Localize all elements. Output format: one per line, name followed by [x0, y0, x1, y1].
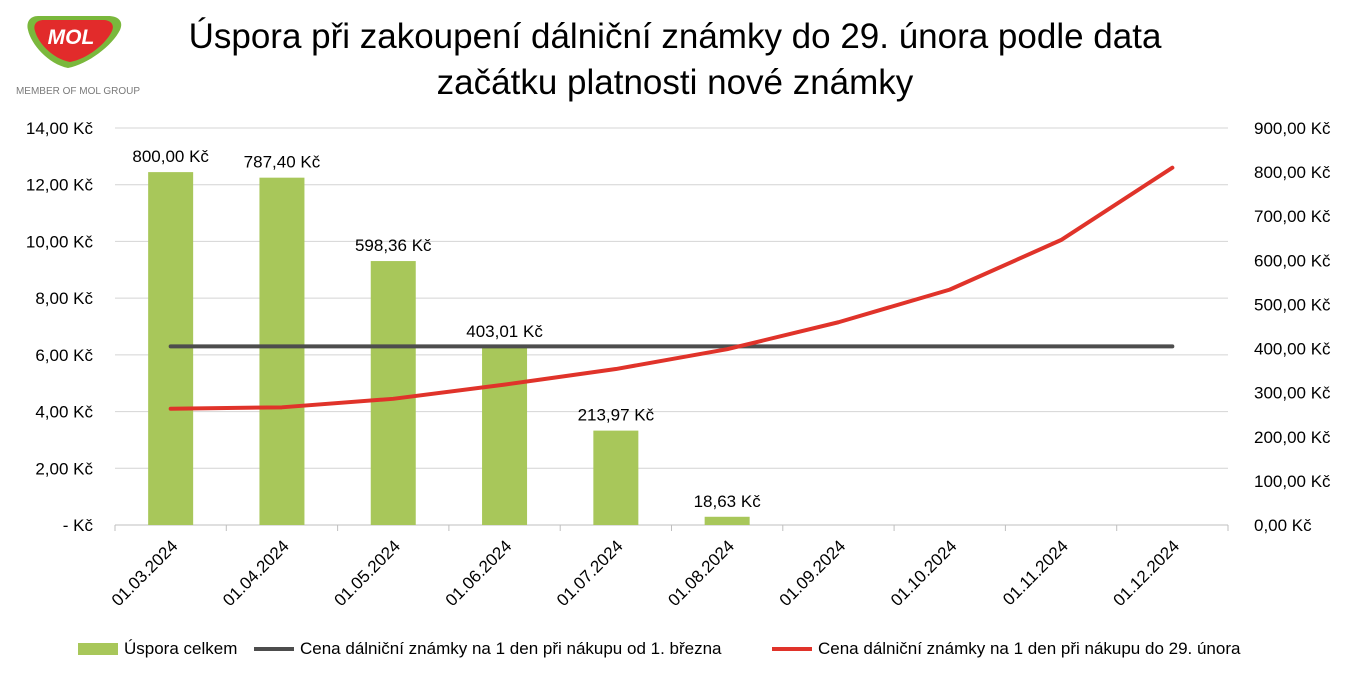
logo-red-shape [34, 20, 113, 62]
left-axis-tick-label: 4,00 Kč [35, 403, 93, 422]
bar [148, 172, 194, 525]
left-axis-tick-label: 2,00 Kč [35, 459, 93, 478]
legend: Úspora celkem Cena dálniční známky na 1 … [0, 636, 1351, 662]
legend-item-dark-line: Cena dálniční známky na 1 den při nákupu… [254, 636, 722, 662]
left-axis-tick-label: 10,00 Kč [26, 232, 94, 251]
x-axis-tick-label: 01.07.2024 [553, 536, 627, 610]
x-axis-tick-label: 01.05.2024 [330, 536, 404, 610]
line-series-do-29-unora [168, 165, 1175, 411]
bar [593, 430, 639, 525]
line-series [168, 165, 1175, 411]
x-axis-tick-label: 01.04.2024 [219, 536, 293, 610]
right-axis-tick-label: 100,00 Kč [1254, 472, 1331, 491]
bar [259, 177, 305, 525]
legend-label-bar: Úspora celkem [124, 639, 238, 658]
legend-swatch-dark-line [254, 647, 294, 651]
left-axis-tick-label: 12,00 Kč [26, 176, 94, 195]
x-axis-tick-label: 01.08.2024 [664, 536, 738, 610]
right-axis: 0,00 Kč 100,00 Kč 200,00 Kč 300,00 Kč 400,00… [1254, 119, 1331, 535]
legend-label-red-line: Cena dálniční známky na 1 den při nákupu… [818, 639, 1241, 658]
left-axis-tick-label: 6,00 Kč [35, 346, 93, 365]
bar-data-label: 213,97 Kč [578, 406, 655, 425]
data-labels: 800,00 Kč 787,40 Kč 598,36 Kč 403,01 Kč 213,… [132, 147, 761, 511]
bar-data-label: 18,63 Kč [694, 492, 762, 511]
right-axis-tick-label: 300,00 Kč [1254, 384, 1331, 403]
right-axis-tick-label: 400,00 Kč [1254, 340, 1331, 359]
bar-series [148, 172, 750, 525]
right-axis-tick-label: 600,00 Kč [1254, 251, 1331, 270]
x-axis: 01.03.2024 01.04.2024 01.05.2024 01.06.2024… [108, 525, 1229, 610]
right-axis-tick-label: 700,00 Kč [1254, 207, 1331, 226]
legend-swatch-bar [78, 643, 118, 655]
left-axis-tick-label: 14,00 Kč [26, 119, 94, 138]
bar-data-label: 800,00 Kč [132, 147, 209, 166]
bar [370, 261, 416, 525]
x-axis-tick-label: 01.11.2024 [999, 536, 1072, 609]
x-axis-tick-label: 01.09.2024 [776, 536, 850, 610]
right-axis-tick-label: 0,00 Kč [1254, 516, 1312, 535]
bar-data-label: 598,36 Kč [355, 236, 432, 255]
x-axis-tick-label: 01.10.2024 [887, 536, 961, 610]
x-axis-tick-label: 01.03.2024 [108, 536, 182, 610]
legend-label-dark-line: Cena dálniční známky na 1 den při nákupu… [300, 639, 722, 658]
bar-data-label: 787,40 Kč [244, 153, 321, 172]
mol-logo: MOL MEMBER OF MOL GROUP [16, 16, 140, 97]
legend-item-red-line: Cena dálniční známky na 1 den při nákupu… [772, 636, 1240, 662]
right-axis-tick-label: 500,00 Kč [1254, 295, 1331, 314]
legend-item-bar: Úspora celkem [78, 636, 237, 662]
x-axis-tick-label: 01.06.2024 [442, 536, 516, 610]
left-axis: - Kč 2,00 Kč 4,00 Kč 6,00 Kč 8,00 Kč 10,00 Kč… [26, 119, 94, 535]
left-axis-tick-label: 8,00 Kč [35, 289, 93, 308]
bar [704, 516, 750, 525]
right-axis-tick-label: 900,00 Kč [1254, 119, 1331, 138]
logo-tagline: MEMBER OF MOL GROUP [16, 86, 140, 97]
bar-data-label: 403,01 Kč [466, 322, 543, 341]
logo-brand-text: MOL [48, 26, 95, 49]
right-axis-tick-label: 200,00 Kč [1254, 428, 1331, 447]
legend-swatch-red-line [772, 647, 812, 651]
x-axis-tick-label: 01.12.2024 [1110, 536, 1184, 610]
left-axis-tick-label: - Kč [63, 516, 94, 535]
bar [482, 347, 528, 525]
right-axis-tick-label: 800,00 Kč [1254, 163, 1331, 182]
chart-title: Úspora při zakoupení dálniční známky do … [188, 17, 1162, 102]
combo-chart: 800,00 Kč 787,40 Kč 598,36 Kč 403,01 Kč 213,… [26, 119, 1331, 610]
